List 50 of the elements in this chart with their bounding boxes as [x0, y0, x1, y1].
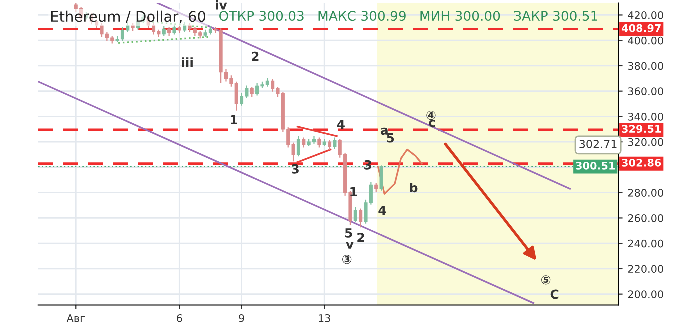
x-tick-label: Авг [66, 314, 85, 322]
y-tick-label: 380.00 [628, 62, 664, 70]
y-tick-label: 360.00 [628, 88, 664, 96]
y-tick-label: 420.00 [628, 11, 664, 20]
y-tick-label: 240.00 [628, 240, 664, 248]
annotation: iv [216, 0, 228, 10]
y-tick-label: 400.00 [628, 36, 664, 45]
annotation: 3 [364, 160, 372, 170]
chart-title: Ethereum / Dollar, 60 [51, 10, 206, 24]
annotation: ③ [342, 255, 352, 264]
annotation: 5 [345, 228, 352, 238]
candlestick [234, 82, 238, 111]
annotation: v [346, 242, 354, 249]
annotation: ⑤ [542, 276, 551, 285]
annotation: 1 [350, 187, 358, 197]
x-tick-label: 6 [177, 314, 182, 322]
ref-line-label: 302.86 [622, 158, 662, 167]
annotation: a [380, 128, 388, 136]
y-tick-label: 200.00 [628, 290, 664, 298]
annotation: iii [182, 58, 193, 68]
chart-subtitle: ОТКР 300.03 МАКС 300.99 МИН 300.00 ЗАКР 300.51 [220, 11, 598, 22]
annotation: c [429, 120, 436, 128]
annotation: 2 [358, 232, 364, 242]
annotation: ④ [426, 111, 436, 120]
line-series [378, 148, 423, 195]
candlestick [296, 136, 300, 157]
candlestick [354, 208, 358, 223]
annotation: C [550, 290, 559, 300]
ref-line-label: 408.97 [622, 24, 661, 32]
annotation: 302.71 [580, 140, 617, 148]
y-tick-label: 260.00 [628, 214, 664, 222]
annotation: 4 [337, 120, 345, 130]
ref-line-label: 329.51 [622, 125, 661, 134]
annotation: b [410, 182, 418, 193]
annotation: 5 [387, 134, 394, 143]
annotation: 3 [292, 164, 299, 174]
candlestick [380, 166, 384, 191]
candlestick [292, 142, 296, 162]
candlestick [333, 138, 337, 149]
y-tick-label: 320.00 [628, 138, 664, 146]
y-tick-label: 280.00 [628, 189, 664, 197]
candlestick [359, 208, 363, 228]
annotation: 2 [252, 52, 259, 62]
ref-line-label: 300.51 [576, 162, 615, 170]
annotation: 1 [231, 115, 238, 125]
y-tick-label: 340.00 [628, 112, 664, 121]
x-tick-label: 9 [239, 314, 244, 322]
annotation: 4 [378, 206, 386, 216]
y-tick-label: 220.00 [628, 265, 664, 274]
x-tick-label: 13 [319, 314, 330, 322]
